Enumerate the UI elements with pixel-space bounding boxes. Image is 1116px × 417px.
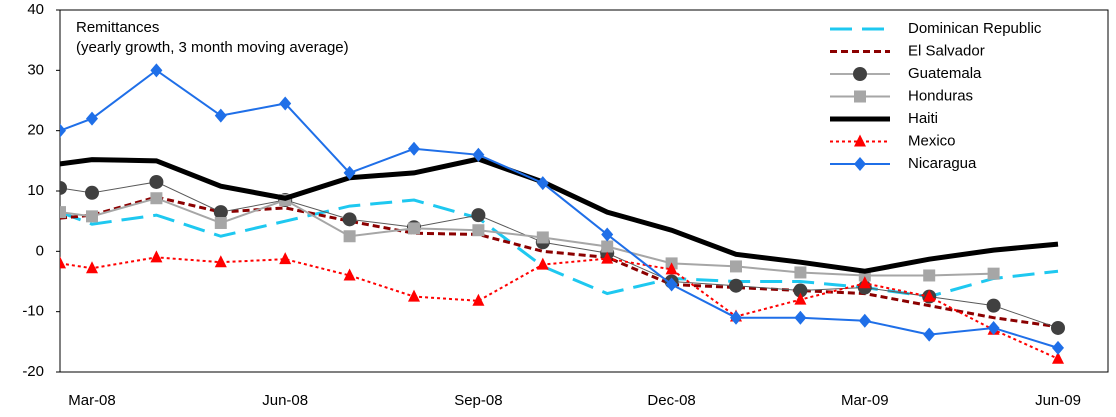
y-tick-label: -20	[22, 363, 44, 380]
marker	[858, 276, 871, 289]
marker	[987, 267, 1000, 280]
marker	[1051, 320, 1065, 335]
x-tick-label: Jun-08	[262, 392, 308, 409]
marker	[987, 320, 1000, 335]
marker	[408, 222, 420, 235]
marker	[730, 260, 742, 273]
marker	[794, 266, 807, 279]
marker	[858, 313, 871, 328]
marker	[213, 205, 228, 220]
marker	[86, 210, 98, 223]
legend-label: Nicaragua	[908, 155, 977, 172]
marker	[601, 251, 614, 264]
marker	[214, 255, 227, 268]
series-line	[60, 198, 1059, 299]
marker	[923, 289, 936, 302]
marker	[408, 289, 420, 302]
legend-label: El Salvador	[908, 42, 985, 59]
marker	[536, 176, 549, 191]
marker	[793, 283, 808, 298]
marker	[214, 108, 227, 123]
series-line	[60, 156, 1059, 274]
legend-marker	[854, 134, 866, 147]
x-tick-label: Mar-09	[841, 392, 889, 409]
chart-subtitle: (yearly growth, 3 month moving average)	[76, 39, 349, 56]
marker	[149, 174, 164, 189]
y-tick-label: 0	[36, 242, 44, 259]
legend-label: Dominican Republic	[908, 20, 1042, 37]
marker	[408, 141, 420, 156]
marker	[60, 206, 66, 219]
marker	[86, 261, 98, 274]
marker	[536, 257, 549, 270]
y-tick-label: -10	[22, 303, 44, 320]
legend-marker	[853, 67, 867, 81]
marker	[923, 327, 936, 342]
x-tick-label: Jun-09	[1035, 392, 1081, 409]
marker	[343, 268, 356, 281]
marker	[60, 180, 67, 195]
series-line	[60, 195, 1059, 329]
marker	[279, 252, 292, 265]
marker	[986, 298, 1001, 313]
legend-marker	[854, 157, 866, 171]
series-line	[60, 197, 994, 277]
marker	[471, 208, 486, 223]
marker	[60, 123, 66, 138]
marker	[794, 292, 807, 305]
marker	[923, 269, 936, 282]
marker	[472, 293, 485, 306]
x-tick-label: Sep-08	[454, 392, 502, 409]
marker	[472, 147, 485, 162]
marker	[214, 216, 227, 229]
marker	[1052, 340, 1064, 355]
marker	[343, 165, 356, 180]
marker	[86, 111, 98, 126]
marker	[601, 240, 614, 253]
marker	[150, 192, 163, 205]
y-tick-label: 30	[27, 61, 44, 78]
marker	[342, 212, 357, 227]
marker	[536, 231, 549, 244]
marker	[1052, 351, 1064, 364]
marker	[279, 96, 292, 111]
x-tick-label: Dec-08	[647, 392, 695, 409]
series-line	[60, 181, 1059, 329]
marker	[60, 256, 66, 269]
marker	[730, 310, 742, 325]
marker	[472, 224, 485, 237]
marker	[601, 227, 614, 242]
x-tick-label: Mar-08	[68, 392, 116, 409]
marker	[343, 230, 356, 243]
marker	[150, 63, 163, 78]
legend-label: Honduras	[908, 87, 973, 104]
marker	[85, 185, 99, 200]
y-tick-label: 40	[27, 1, 44, 18]
legend-marker	[854, 90, 866, 103]
legend-label: Guatemala	[908, 65, 982, 82]
legend-label: Mexico	[908, 132, 956, 149]
plot	[60, 63, 1065, 364]
marker	[665, 262, 678, 275]
legend-label: Haiti	[908, 110, 938, 127]
marker	[794, 310, 807, 325]
y-tick-label: 10	[27, 182, 44, 199]
y-tick-label: 20	[27, 122, 44, 139]
marker	[729, 278, 743, 293]
chart-title: Remittances	[76, 19, 159, 36]
marker	[665, 277, 678, 292]
marker	[150, 250, 163, 263]
